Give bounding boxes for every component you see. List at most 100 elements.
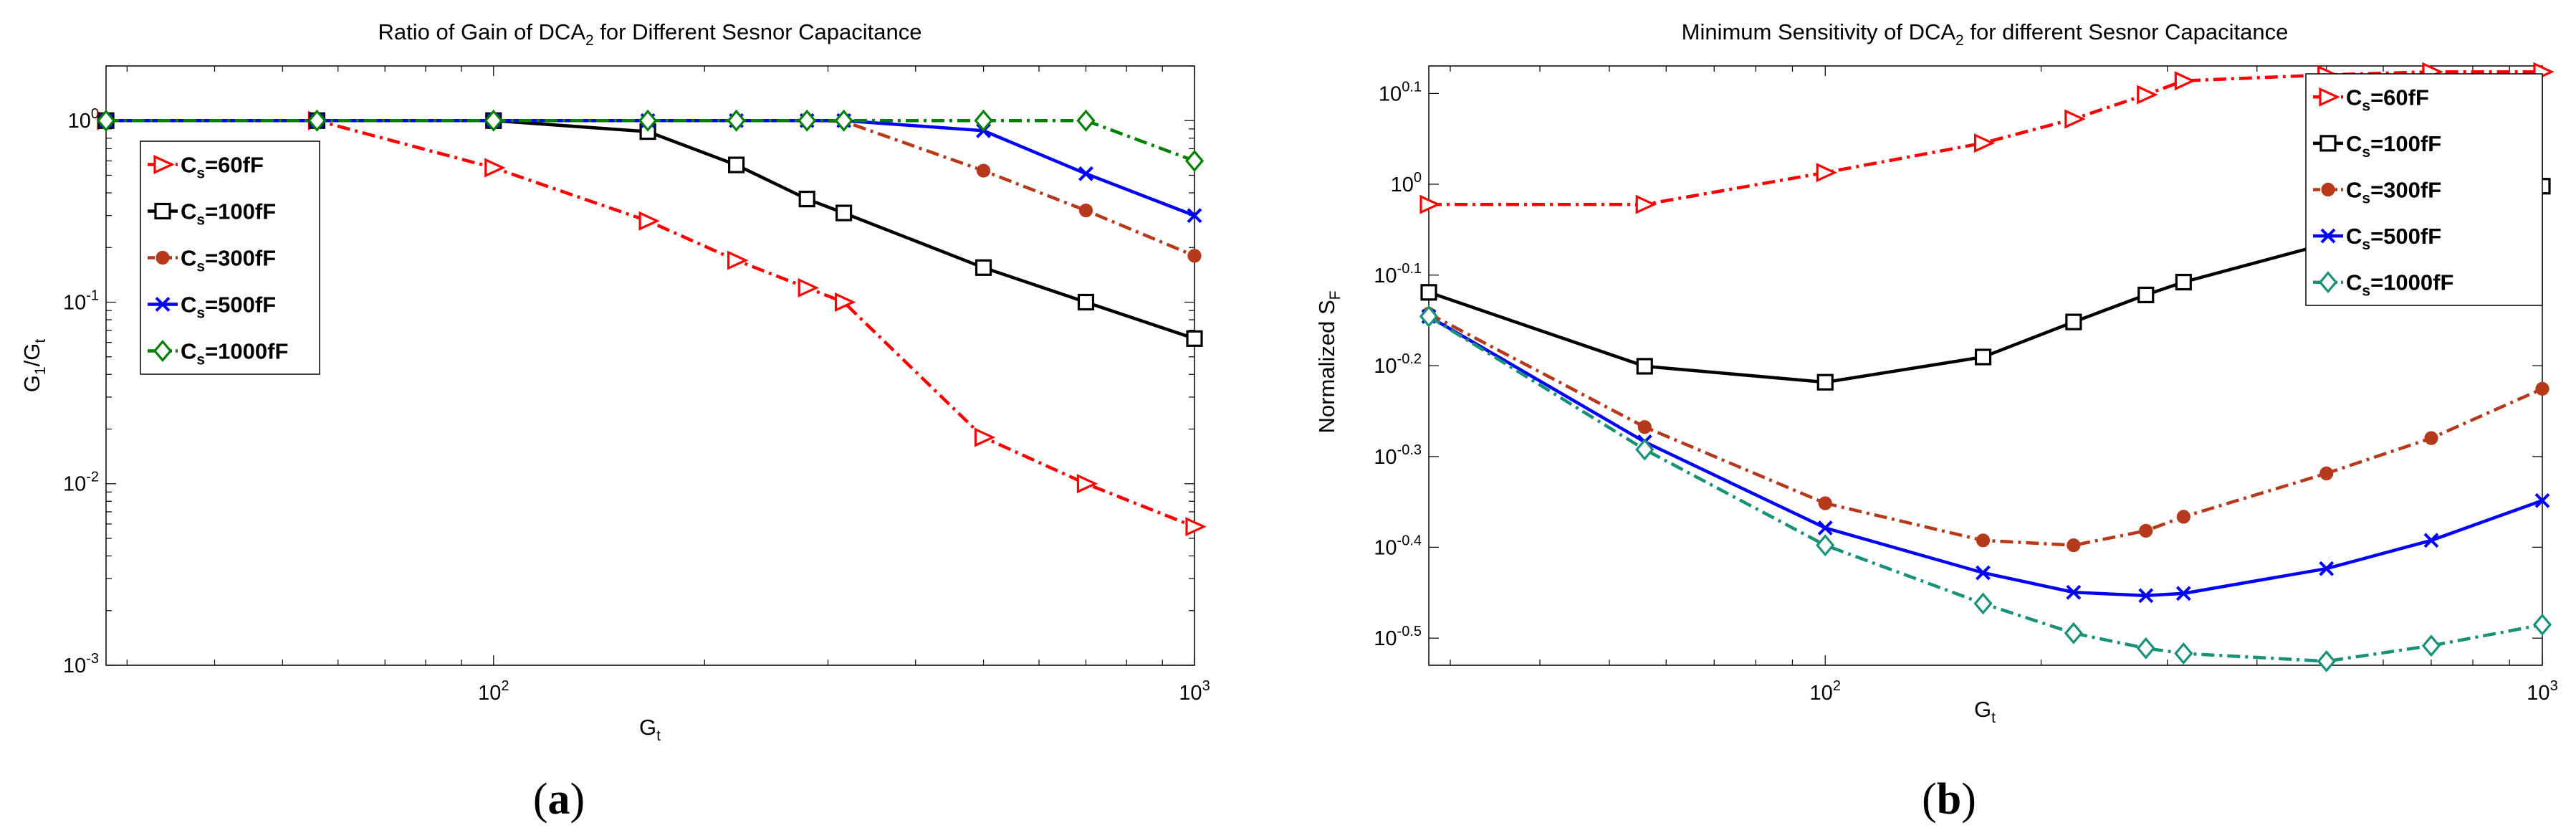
legend-marker xyxy=(2319,87,2340,107)
data-point xyxy=(484,109,503,132)
panel-label: (a) xyxy=(533,775,585,824)
data-point xyxy=(974,427,996,447)
data-point xyxy=(2319,561,2335,576)
x-tick-label: 103 xyxy=(2527,678,2557,705)
data-point xyxy=(96,109,116,132)
data-point xyxy=(798,277,820,298)
data-point xyxy=(1420,284,1437,301)
data-point xyxy=(1637,420,1652,434)
data-point xyxy=(2317,649,2336,672)
series-line xyxy=(1427,312,2543,547)
x-axis-label: Gt xyxy=(1974,697,1996,726)
data-point xyxy=(2138,588,2154,604)
data-point xyxy=(2175,586,2191,601)
data-point xyxy=(1187,249,1202,263)
data-point xyxy=(1635,438,1655,461)
data-point xyxy=(1078,203,1093,218)
legend-entry: Cs=100fF xyxy=(181,199,276,229)
series-5 xyxy=(1419,305,2552,672)
legend-marker xyxy=(154,202,171,220)
data-point xyxy=(2176,510,2190,524)
data-point xyxy=(1817,520,1833,536)
data-point xyxy=(1974,348,1992,366)
data-point xyxy=(1636,358,1653,375)
legend-entry: Cs=60fF xyxy=(181,153,264,182)
data-point xyxy=(2424,431,2438,445)
legend-marker xyxy=(2318,271,2338,294)
data-point xyxy=(1077,293,1095,311)
legend-marker xyxy=(2320,228,2336,244)
y-tick-label: 10-0.2 xyxy=(1374,351,1422,378)
data-point xyxy=(975,259,992,276)
legend-entry: Cs=300fF xyxy=(2346,178,2441,207)
data-point xyxy=(1185,517,1207,537)
data-point xyxy=(834,109,853,132)
data-point xyxy=(307,109,327,132)
data-point xyxy=(1419,305,1439,328)
data-point xyxy=(2064,622,2083,644)
legend: Cs=60fF Cs=100fF Cs=300fF Cs=500fF Cs=1000fF xyxy=(2305,73,2543,306)
chart-panel-2: 102 103 10-0.5 10-0.4 10-0.3 10-0.2 10-0.1 100 1… xyxy=(1314,19,2558,824)
series-line xyxy=(106,118,1195,163)
y-tick-label: 10-0.4 xyxy=(1374,533,1422,559)
data-point xyxy=(484,158,506,178)
legend-marker xyxy=(155,297,171,312)
data-point xyxy=(1076,474,1098,494)
data-point xyxy=(2534,492,2550,508)
data-point xyxy=(2174,71,2196,91)
legend: Cs=60fF Cs=100fF Cs=300fF Cs=500fF Cs=1000fF xyxy=(140,141,320,375)
y-tick-label: 100.1 xyxy=(1379,79,1422,105)
data-point xyxy=(2174,642,2193,665)
y-tick-label: 10-0.5 xyxy=(1374,624,1422,650)
data-point xyxy=(1973,592,1993,615)
series-line xyxy=(106,118,1195,528)
x-tick-label: 103 xyxy=(1179,678,1210,705)
x-tick-label: 102 xyxy=(478,678,509,705)
data-point xyxy=(2175,273,2192,291)
data-point xyxy=(1078,166,1093,181)
y-tick-label: 10-0.3 xyxy=(1374,442,1422,469)
legend-entry: Cs=500fF xyxy=(181,292,276,322)
x-axis-label: Gt xyxy=(639,715,661,744)
legend-entry: Cs=1000fF xyxy=(181,339,288,368)
data-point xyxy=(1076,109,1096,132)
data-point xyxy=(2535,381,2549,396)
legend-marker xyxy=(2319,135,2337,152)
series-line xyxy=(1427,315,2543,663)
chart-title: Minimum Sensitivity of DCA2 for differen… xyxy=(1682,19,2289,49)
data-point xyxy=(1184,149,1205,172)
data-point xyxy=(2137,85,2158,105)
y-axis-label: G1/Gt xyxy=(19,339,49,393)
data-point xyxy=(1419,194,1441,214)
data-point xyxy=(1976,533,1991,548)
y-tick-label: 10-2 xyxy=(63,470,99,496)
data-point xyxy=(1187,208,1202,224)
legend-marker xyxy=(153,340,173,362)
data-point xyxy=(1635,194,1657,214)
data-point xyxy=(1973,133,1996,153)
data-point xyxy=(974,109,993,132)
data-point xyxy=(976,163,991,178)
data-point xyxy=(727,156,745,173)
data-point xyxy=(1816,373,1834,391)
panel-label: (b) xyxy=(1922,775,1976,824)
y-tick-label: 10-0.1 xyxy=(1374,261,1422,287)
legend-entry: Cs=100fF xyxy=(2346,131,2441,161)
data-point xyxy=(727,250,749,270)
data-point xyxy=(2139,523,2153,538)
y-tick-label: 10-1 xyxy=(63,287,99,314)
series-line xyxy=(1427,315,2543,598)
data-point xyxy=(727,109,746,132)
legend-entry: Cs=60fF xyxy=(2346,85,2429,114)
legend-marker xyxy=(2321,182,2335,197)
legend-entry: Cs=1000fF xyxy=(2346,270,2453,300)
legend-entry: Cs=500fF xyxy=(2346,224,2441,253)
data-point xyxy=(798,109,817,132)
data-point xyxy=(1186,330,1203,347)
legend-box xyxy=(2305,73,2543,306)
y-tick-label: 10-3 xyxy=(63,651,99,677)
chart-title: Ratio of Gain of DCA2 for Different Sesn… xyxy=(378,19,922,49)
data-point xyxy=(2067,538,2081,553)
data-point xyxy=(2532,613,2552,636)
